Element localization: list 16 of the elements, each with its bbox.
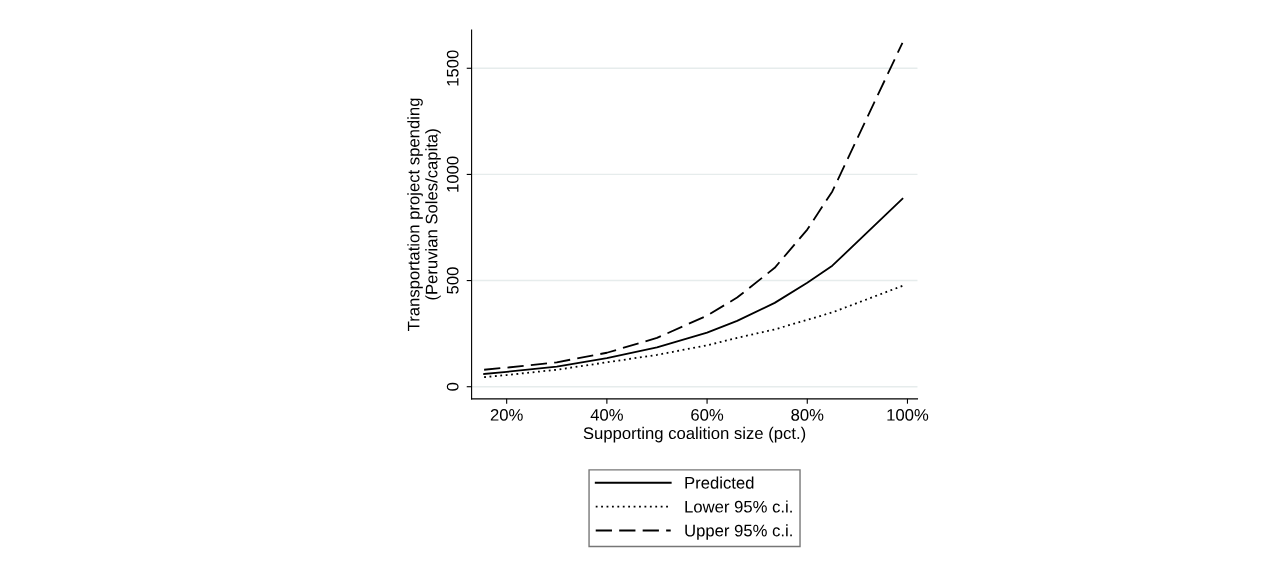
y-axis-title: Transportation project spending (Peruvian Soles/capita) bbox=[407, 98, 441, 331]
x-axis-title: Supporting coalition size (pct.) bbox=[583, 426, 806, 443]
legend-label: Upper 95% c.i. bbox=[685, 524, 792, 540]
x-tick-label: 40% bbox=[590, 408, 623, 421]
y-tick-label: 1500 bbox=[446, 50, 459, 86]
y-tick-label: 0 bbox=[446, 382, 459, 391]
line-series bbox=[483, 41, 904, 371]
line-series bbox=[483, 197, 904, 375]
x-tick-label: 100% bbox=[887, 408, 929, 421]
x-tick-label: 60% bbox=[691, 408, 724, 421]
legend-label: Lower 95% c.i. bbox=[685, 500, 792, 513]
x-tick-label: 80% bbox=[791, 408, 824, 421]
y-tick-label: 500 bbox=[446, 267, 459, 294]
legend-label: Predicted bbox=[685, 476, 754, 489]
x-tick-label: 20% bbox=[490, 408, 523, 421]
y-tick-label: 1000 bbox=[446, 156, 459, 192]
